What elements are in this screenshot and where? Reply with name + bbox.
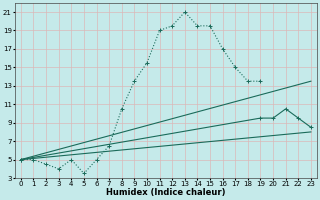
X-axis label: Humidex (Indice chaleur): Humidex (Indice chaleur) bbox=[106, 188, 226, 197]
